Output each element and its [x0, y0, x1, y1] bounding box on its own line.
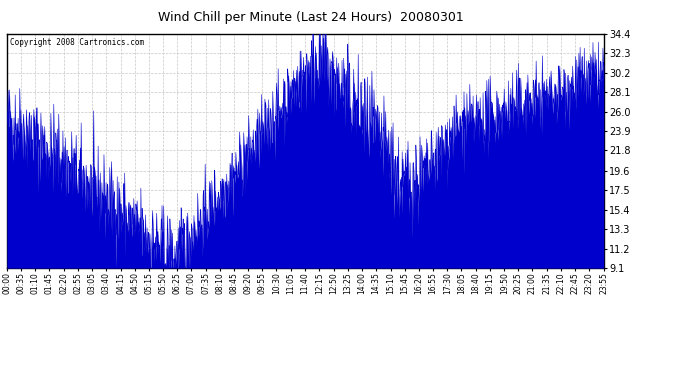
Text: Wind Chill per Minute (Last 24 Hours)  20080301: Wind Chill per Minute (Last 24 Hours) 20…: [157, 11, 464, 24]
Text: Copyright 2008 Cartronics.com: Copyright 2008 Cartronics.com: [10, 39, 144, 48]
